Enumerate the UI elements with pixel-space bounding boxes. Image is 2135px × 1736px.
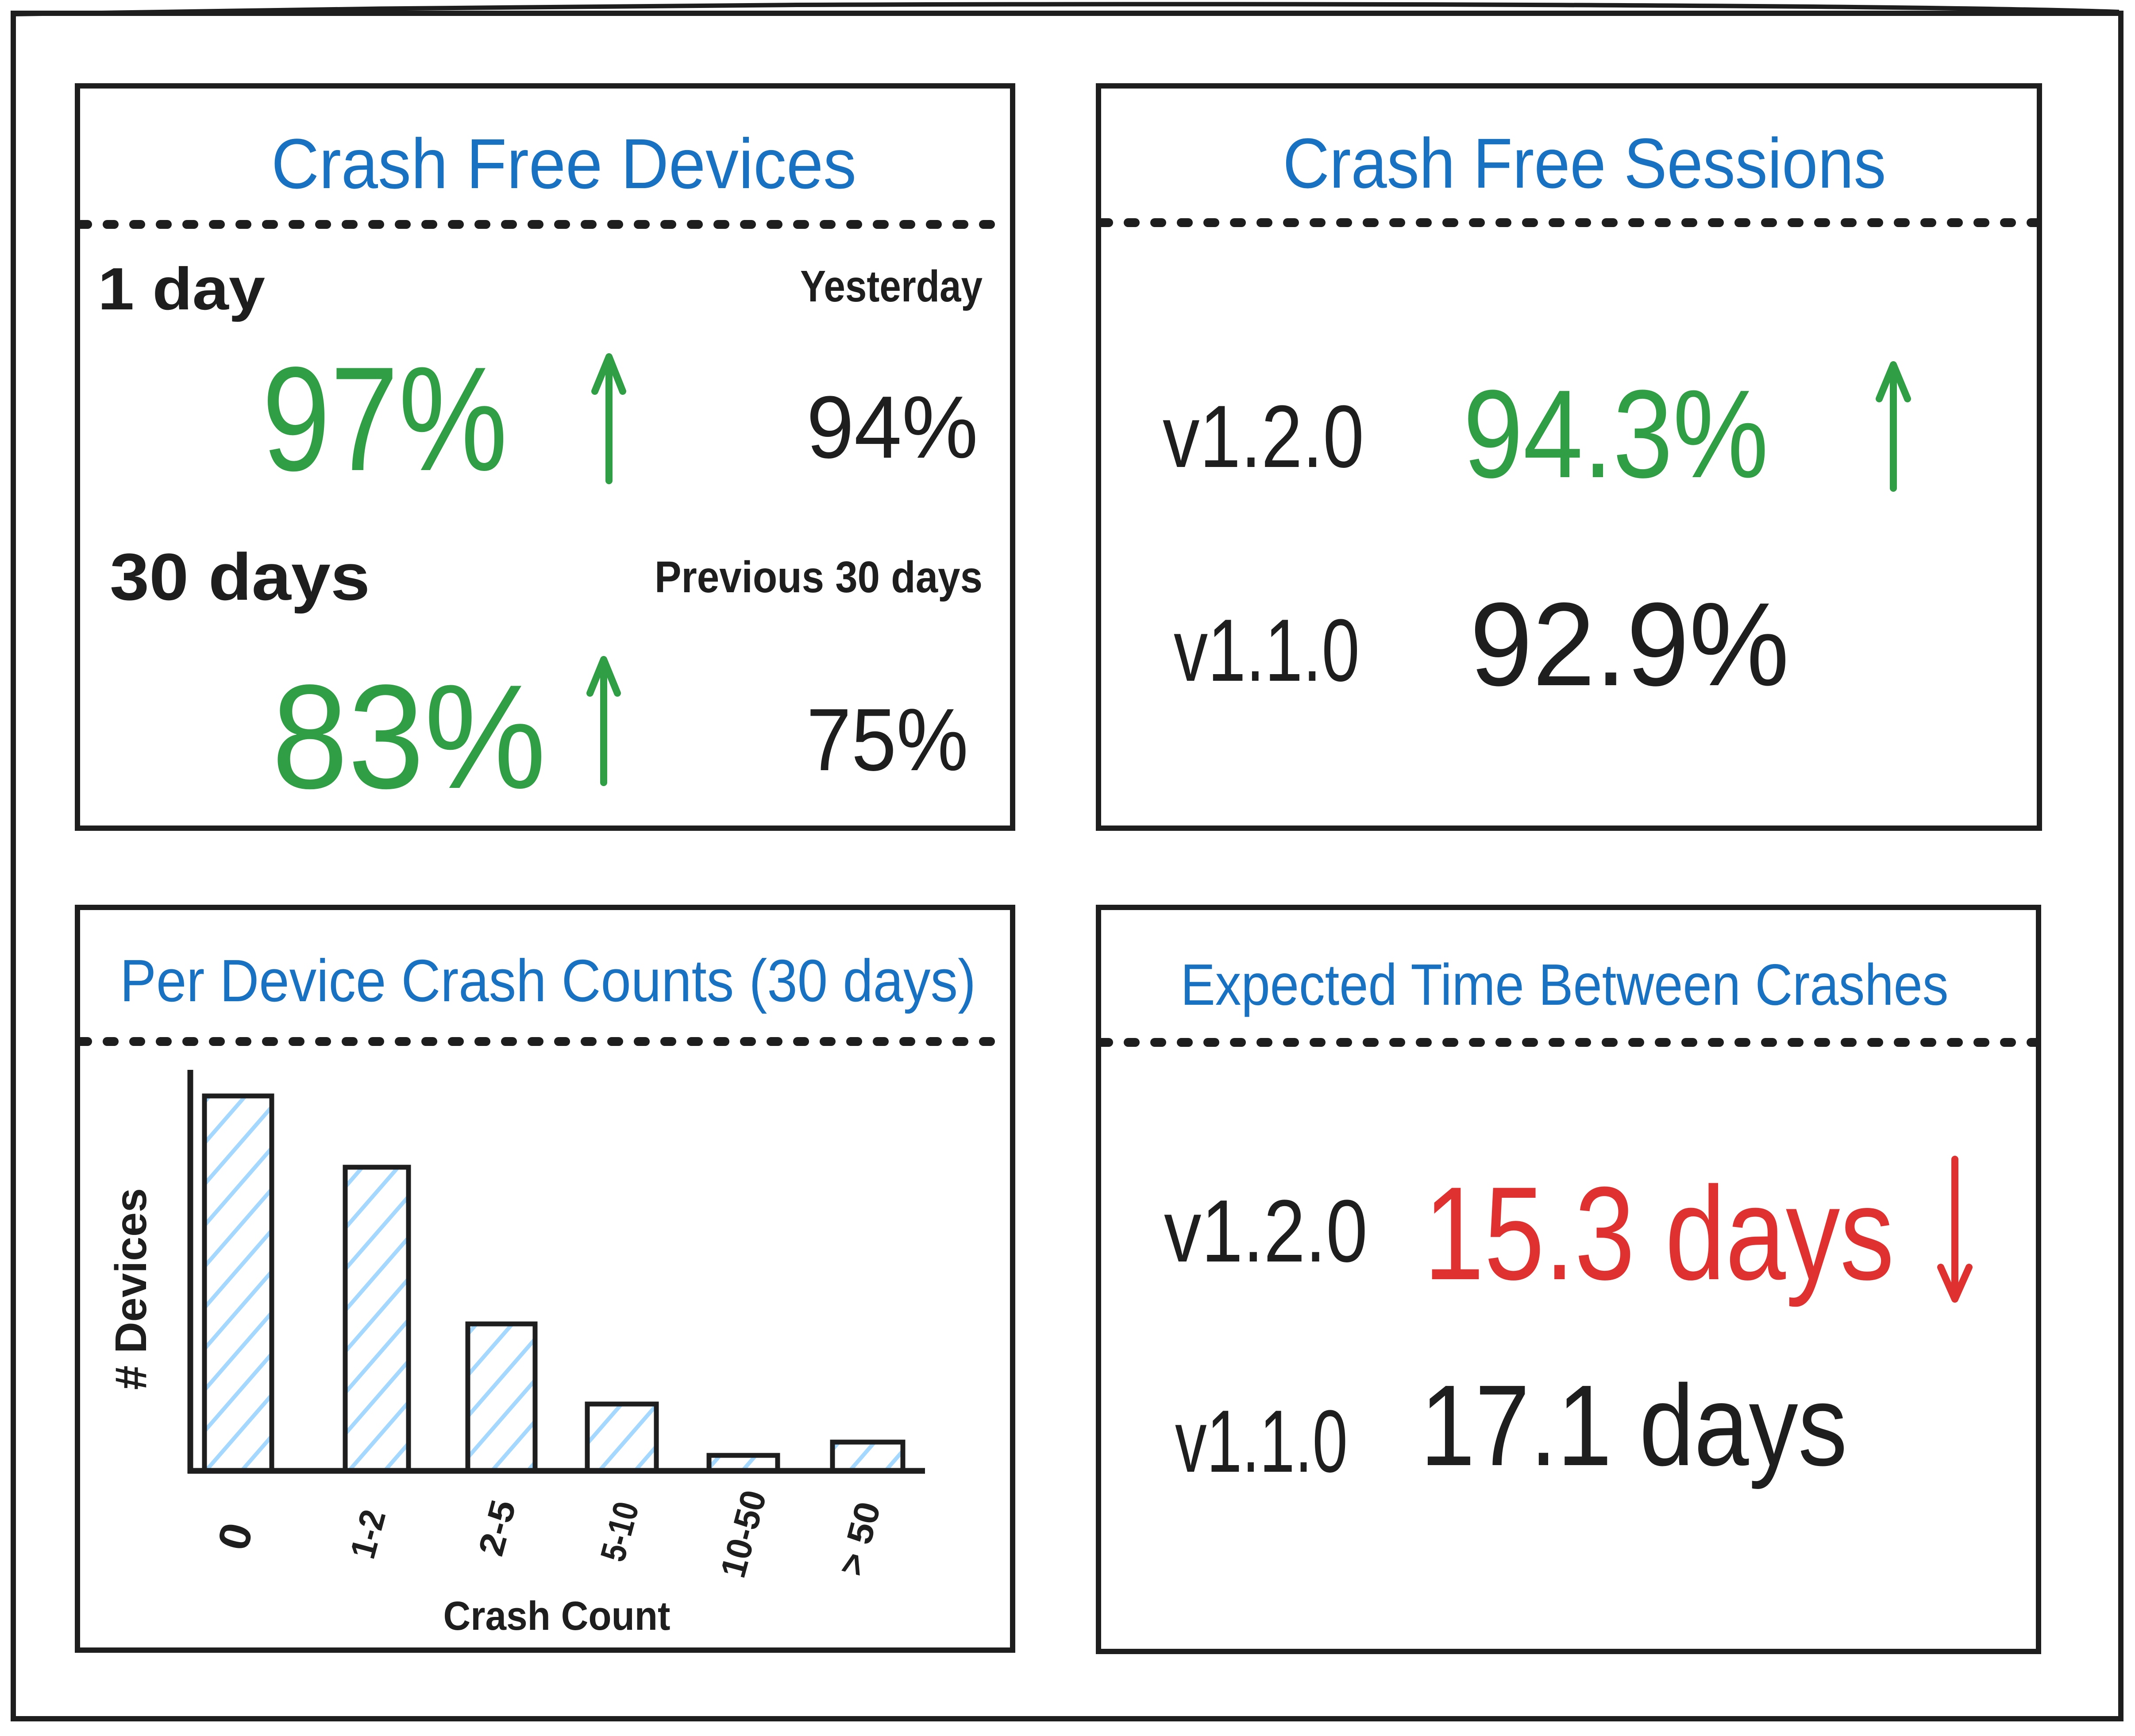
svg-text:17.1 days: 17.1 days (1420, 1362, 1847, 1490)
svg-text:94%: 94% (806, 378, 978, 477)
svg-text:94.3%: 94.3% (1463, 364, 1769, 504)
svg-text:Per Device Crash Counts (30 da: Per Device Crash Counts (30 days) (120, 947, 976, 1014)
svg-text:1 day: 1 day (98, 255, 265, 322)
svg-text:v1.1.0: v1.1.0 (1175, 1392, 1348, 1491)
svg-text:Previous 30 days: Previous 30 days (655, 552, 983, 602)
svg-text:15.3 days: 15.3 days (1424, 1159, 1894, 1308)
svg-text:Expected Time Between Crashes: Expected Time Between Crashes (1181, 952, 1949, 1017)
svg-text:Crash Count: Crash Count (443, 1593, 671, 1639)
svg-text:30 days: 30 days (110, 540, 370, 614)
svg-text:75%: 75% (806, 691, 968, 789)
svg-text:v1.2.0: v1.2.0 (1163, 387, 1364, 486)
svg-text:Yesterday: Yesterday (800, 262, 983, 311)
svg-text:# Devices: # Devices (106, 1188, 156, 1390)
svg-text:v1.2.0: v1.2.0 (1164, 1182, 1368, 1281)
svg-text:Crash Free Devices: Crash Free Devices (271, 124, 856, 203)
svg-text:92.9%: 92.9% (1470, 578, 1789, 710)
svg-text:83%: 83% (272, 654, 546, 819)
svg-text:97%: 97% (262, 336, 508, 502)
svg-text:Crash Free Sessions: Crash Free Sessions (1283, 123, 1886, 203)
svg-text:v1.1.0: v1.1.0 (1174, 601, 1360, 700)
